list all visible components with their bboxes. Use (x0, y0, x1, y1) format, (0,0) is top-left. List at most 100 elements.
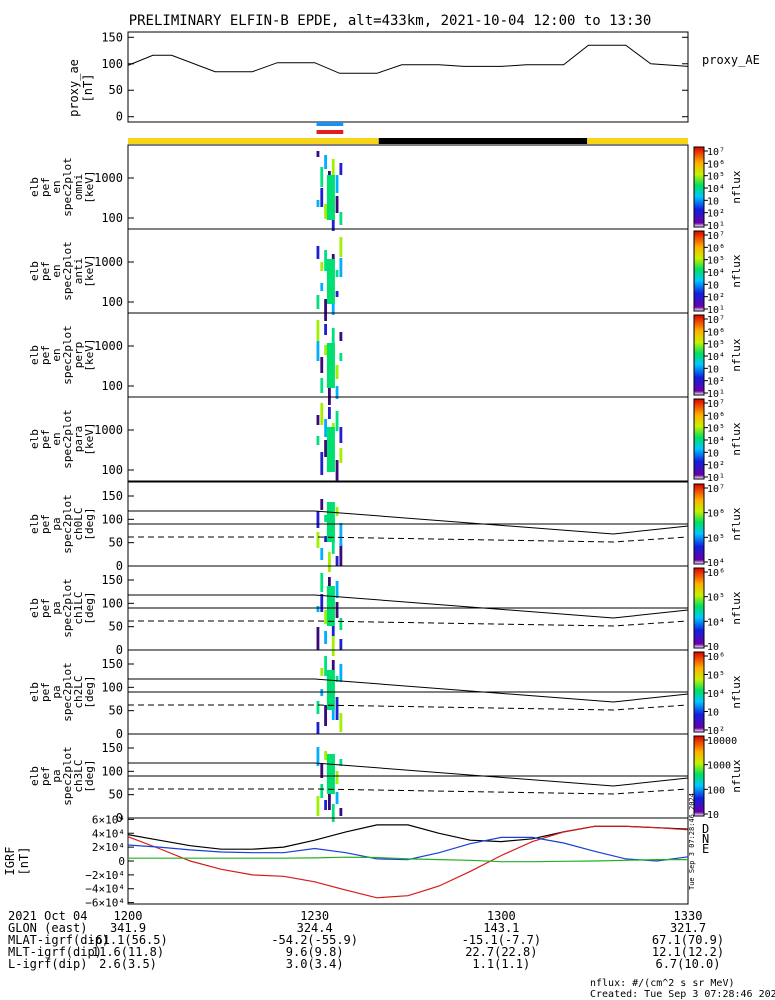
spectrogram-core (327, 670, 335, 710)
spectrogram-ytick-label: 1000 (94, 339, 123, 353)
plot-title: PRELIMINARY ELFIN-B EPDE, alt=433km, 202… (129, 13, 652, 29)
spectrogram-ytick-label: 100 (101, 463, 123, 477)
spectrogram-ytick-label: 100 (101, 295, 123, 309)
spectrogram-ytick-label: 1000 (94, 255, 123, 269)
spectrogram-cell (320, 452, 323, 475)
sunlight-bar (128, 138, 379, 144)
anti-loss-cone-line (128, 705, 688, 710)
spectrogram-cell (332, 709, 335, 720)
spectrogram-cell (336, 771, 339, 784)
spectrogram-ytick-label: 0 (116, 727, 123, 741)
anti-loss-cone-line (128, 621, 688, 626)
spectrogram-cell (339, 427, 342, 443)
spectrogram-cell (336, 291, 339, 297)
colorbar (694, 231, 704, 311)
anti-loss-cone-line (128, 537, 688, 542)
spectrogram-cell (324, 204, 327, 219)
table-row-label: L-igrf(dip) (8, 957, 87, 971)
spectrogram-ytick-label: 50 (109, 704, 123, 718)
spectrogram-panels: 1000100elbpefenspec2plotomni[keV]10⁷10⁶1… (28, 145, 743, 825)
colorbar-tick-label: 1000 (707, 761, 731, 772)
spectrogram-cell (336, 175, 339, 193)
spectrogram-cell (317, 606, 320, 612)
loss-cone-line (128, 511, 688, 534)
colorbar-tick-label: 10² (707, 377, 725, 388)
spectrogram-cell (336, 556, 339, 566)
spectrogram-ylabel: [keV] (83, 422, 96, 455)
colorbar-tick-label: 10⁷ (707, 315, 725, 326)
spectrogram-ytick-label: 50 (109, 788, 123, 802)
table-cell: 6.7(10.0) (655, 957, 720, 971)
spectrogram-ylabel: [keV] (83, 254, 96, 287)
igrf-legend-e: E (702, 842, 709, 856)
proxy-ae-panel: 150 100 50 0 proxy_ae [nT] proxy_AE (67, 30, 760, 123)
igrf-ytick-label: 0 (118, 855, 125, 868)
spectrogram-cell (317, 627, 320, 650)
colorbar-label: nflux (730, 254, 743, 287)
loss-cone-line (128, 763, 688, 786)
colorbar-tick-label: 10⁷ (707, 399, 725, 410)
spectrogram-core (327, 754, 335, 794)
spectrogram-core (327, 343, 335, 388)
spectrogram-cell (324, 631, 327, 644)
spectrogram-cell (328, 577, 331, 586)
spectrogram-ytick-label: 150 (101, 489, 123, 503)
spectrogram-cell (332, 540, 335, 554)
spectrogram-cell (317, 246, 320, 259)
spectrogram-cell (339, 808, 342, 816)
spectrogram-cell (317, 511, 320, 528)
spectrogram-ytick-label: 100 (101, 379, 123, 393)
colorbar (694, 147, 704, 227)
spectrogram-cell (317, 701, 320, 714)
spectrogram-cell (324, 751, 327, 760)
spectrogram-cell (339, 544, 342, 566)
spectrogram-cell (320, 357, 323, 373)
spectrogram-ylabel: [keV] (83, 338, 96, 371)
nflux-units-note: nflux: #/(cm^2 s sr MeV) (590, 978, 735, 989)
colorbar-tick-label: 10⁴ (707, 689, 725, 700)
spectrogram-cell (320, 283, 323, 291)
colorbar-tick-label: 10⁴ (707, 268, 725, 279)
spectrogram-frame (128, 145, 688, 229)
colorbar-tick-label: 10⁳ (707, 448, 719, 459)
spectrogram-cell (336, 460, 339, 481)
spectrogram-cell (336, 697, 339, 720)
spectrogram-cell (324, 515, 327, 522)
igrf-line-d (128, 826, 688, 898)
colorbar-label: nflux (730, 422, 743, 455)
side-timestamp: Tue Sep 3 07:28:46 2024 (688, 793, 696, 890)
colorbar-tick-label: 10⁷ (707, 231, 725, 242)
colorbar-tick-label: 10⁷ (707, 147, 725, 158)
spectrogram-cell (324, 250, 327, 271)
anti-loss-cone-line (128, 789, 688, 794)
spectrogram-cell (339, 353, 342, 361)
spectrogram-cell (339, 332, 342, 341)
proxy-ae-ylabel-unit: [nT] (81, 74, 95, 103)
colorbar (694, 652, 704, 732)
igrf-ytick-label: 4×10⁴ (92, 827, 125, 840)
spectrogram-cell (317, 532, 320, 548)
spectrogram-cell (332, 804, 335, 822)
loss-cone-line (128, 679, 688, 702)
colorbar-label: nflux (730, 675, 743, 708)
colorbar-tick-label: 10² (707, 293, 725, 304)
spectrogram-cell (336, 365, 339, 379)
spectrogram-cell (339, 163, 342, 175)
spectrogram-cell (324, 656, 327, 676)
proxy-ae-ylabel: proxy_ae (67, 59, 81, 117)
status-bars (128, 122, 688, 144)
colorbar-tick-label: 10⁶ (707, 243, 725, 254)
colorbar-tick-label: 10⁶ (707, 568, 725, 579)
spectrogram-core (327, 259, 335, 304)
colorbar-tick-label: 10 (707, 810, 719, 821)
igrf-ylabel-unit: [nT] (17, 847, 31, 876)
colorbar-tick-label: 10⁳ (707, 364, 719, 375)
spectrogram-cell (317, 436, 320, 445)
spectrogram-cell (336, 411, 339, 431)
spectrogram-cell (332, 635, 335, 656)
spectrogram-cell (320, 499, 323, 510)
proxy-ae-ytick-label: 150 (101, 30, 123, 44)
igrf-line-n (128, 837, 688, 861)
spectrogram-cell (324, 536, 327, 542)
spectrogram-cell (324, 800, 327, 810)
